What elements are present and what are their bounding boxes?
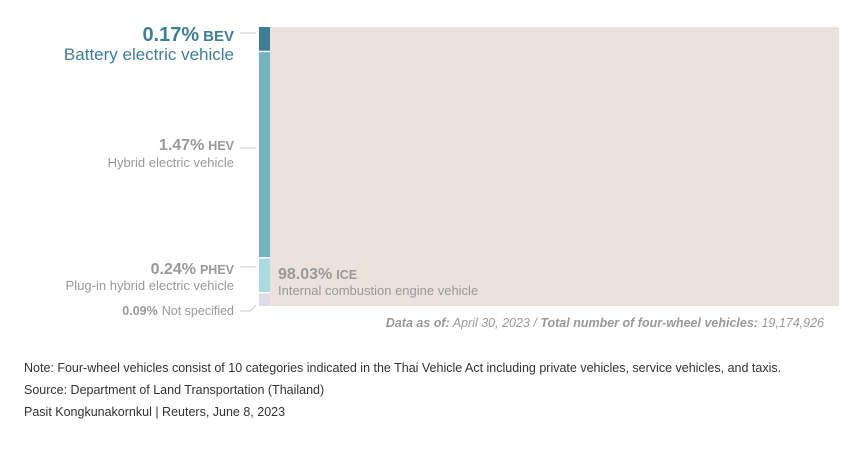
footer-line: Data as of: April 30, 2023 / Total numbe… (386, 316, 824, 330)
bars (259, 27, 839, 306)
bar-hev (259, 52, 270, 258)
category-code: BEV (203, 28, 234, 45)
bar-ice (270, 27, 839, 306)
name-hev: Hybrid electric vehicle (108, 155, 234, 170)
name-phev: Plug-in hybrid electric vehicle (66, 278, 234, 293)
label-hev: 1.47% HEV (159, 137, 235, 154)
total-label: Total number of four-wheel vehicles: (540, 316, 758, 330)
value-label: 0.17% (142, 24, 199, 46)
label-bev: 0.17% BEV (142, 24, 234, 46)
total-value: 19,174,926 (761, 316, 824, 330)
category-code: HEV (208, 139, 234, 153)
label-phev: 0.24% PHEV (151, 261, 235, 278)
name-ice: Internal combustion engine vehicle (278, 283, 478, 298)
data-as-of-value: April 30, 2023 (452, 316, 530, 330)
category-name: Not specified (162, 304, 234, 318)
value-label: 1.47% (159, 137, 204, 154)
leader-not-specified (240, 304, 257, 312)
bar-bev (259, 27, 270, 51)
bar-not-specified (259, 293, 270, 306)
value-label: 0.24% (151, 261, 196, 278)
source-text: Source: Department of Land Transportatio… (24, 383, 325, 397)
label-ice: 98.03% ICE (278, 266, 357, 283)
bar-phev (259, 258, 270, 292)
notes: Note: Four-wheel vehicles consist of 10 … (24, 357, 781, 423)
name-bev: Battery electric vehicle (64, 45, 234, 64)
label-not-specified: 0.09% Not specified (122, 304, 234, 318)
category-code: ICE (336, 268, 357, 282)
value-label: 0.09% (122, 304, 157, 318)
value-label: 98.03% (278, 266, 332, 283)
footer-separator: / (532, 316, 538, 330)
credit-text: Pasit Kongkunakornkul | Reuters, June 8,… (24, 405, 286, 419)
data-as-of-label: Data as of: (386, 316, 450, 330)
category-code: PHEV (200, 263, 235, 277)
note-text: Note: Four-wheel vehicles consist of 10 … (24, 361, 782, 375)
